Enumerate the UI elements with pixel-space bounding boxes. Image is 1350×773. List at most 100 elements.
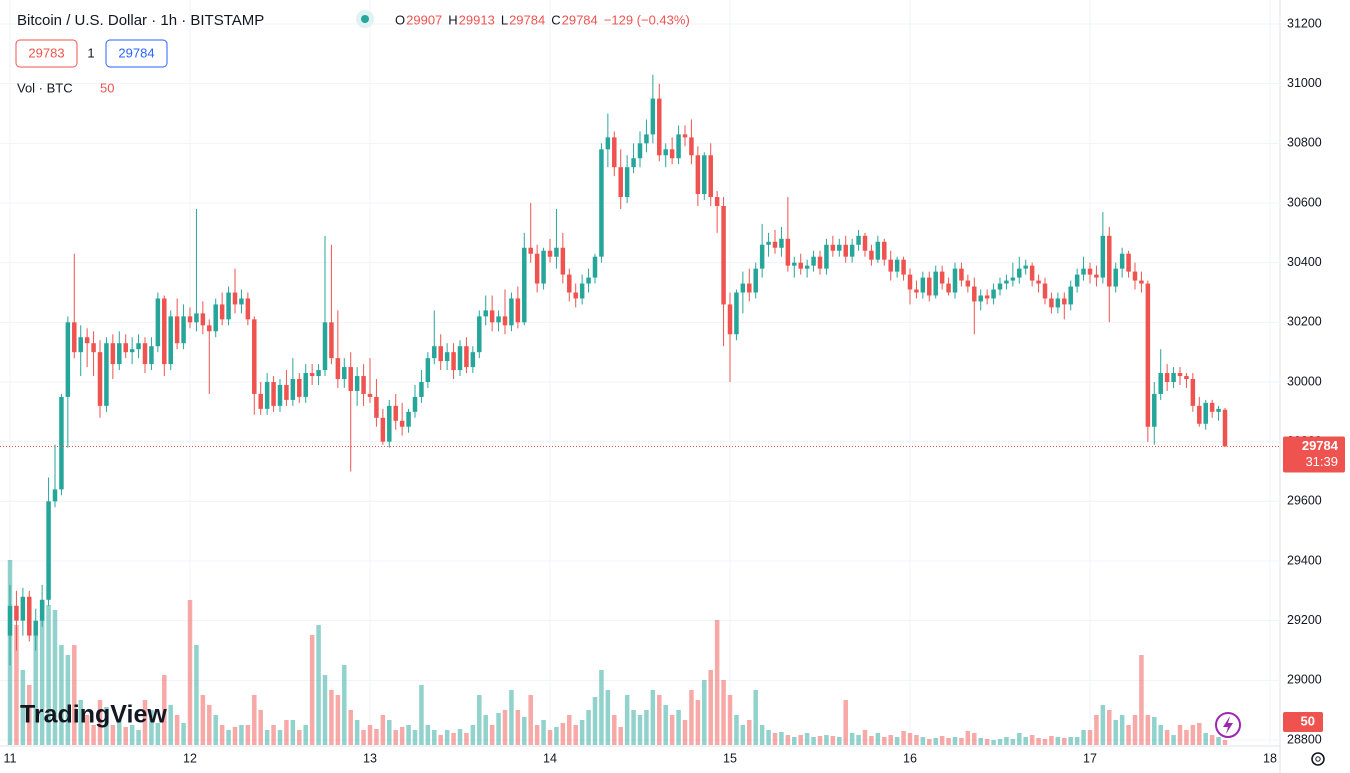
volume-bar (849, 733, 855, 745)
volume-bar (290, 720, 296, 745)
ohlc-letter: L (501, 12, 508, 27)
candle-body (438, 346, 443, 362)
candle-body (682, 134, 688, 138)
volume-bar (657, 695, 662, 745)
candle-body (309, 373, 315, 377)
volume-bar (1164, 730, 1170, 745)
volume-bar (27, 685, 32, 745)
candle-body (1177, 373, 1183, 377)
volume-bar (1042, 739, 1048, 745)
logo: TradingView (20, 701, 167, 729)
volume-bar (1004, 737, 1009, 745)
settings-icon[interactable] (1311, 752, 1325, 766)
volume-bar (46, 605, 51, 745)
candle-body (817, 256, 823, 269)
candle-body (599, 149, 604, 257)
volume-bar (1087, 730, 1093, 745)
volume-bar (862, 730, 868, 745)
volume-bar (1107, 710, 1112, 745)
candle-body (702, 155, 707, 195)
ohlc-letter: O (395, 12, 405, 27)
volume-bar (464, 733, 469, 745)
candle-body (830, 244, 836, 251)
candle-body (663, 149, 668, 156)
volume-bar (959, 738, 964, 745)
volume-bar (438, 735, 443, 745)
volume-bar (894, 737, 900, 745)
volume-bar (451, 733, 456, 745)
candle-body (1113, 268, 1118, 287)
chart-title: Bitcoin / U.S. Dollar · 1h · BITSTAMP (17, 12, 264, 29)
candle-body (759, 244, 765, 269)
candle-body (766, 241, 771, 245)
candle-body (650, 98, 656, 135)
ask-box[interactable] (105, 39, 168, 68)
volume-bar (541, 720, 546, 745)
candle-body (920, 277, 926, 293)
volume-bar (39, 600, 45, 745)
ohlc-letter: H (448, 12, 457, 27)
y-tick-label: 30800 (1287, 136, 1322, 150)
volume-bar (1177, 725, 1183, 745)
candle-body (901, 259, 906, 275)
volume-label: Vol · BTC (17, 80, 73, 95)
volume-bar (239, 725, 244, 745)
candle-body (837, 244, 842, 251)
volume-bar (277, 730, 283, 745)
volume-bar (149, 710, 154, 745)
volume-bar (406, 725, 411, 745)
volume-bar (470, 725, 476, 745)
candle-body (1139, 280, 1144, 284)
volume-bar (1081, 730, 1086, 745)
volume-bar (419, 685, 424, 745)
volume-bar (779, 732, 784, 745)
candle-body (271, 382, 276, 406)
candle-body (1094, 274, 1099, 278)
volume-bar (1203, 733, 1208, 745)
volume-bar (245, 725, 251, 745)
volume-bar (342, 665, 347, 745)
volume-bar (714, 620, 720, 745)
volume-bar (644, 710, 649, 745)
candle-body (393, 405, 398, 421)
candle-body (1074, 274, 1080, 287)
y-tick-label: 30400 (1287, 255, 1322, 269)
volume-bar (271, 725, 276, 745)
candle-body (181, 316, 186, 344)
candle-body (258, 393, 263, 409)
volume-bar (489, 725, 495, 745)
candle-body (149, 346, 154, 365)
volume-bar (1190, 725, 1196, 745)
candle-body (1190, 379, 1196, 406)
price-tag-value: 29784 (1302, 438, 1339, 453)
y-tick-label: 29600 (1287, 494, 1322, 508)
candle-body (457, 346, 463, 371)
volume-bar (200, 695, 206, 745)
volume-bar (187, 600, 193, 745)
bid-box[interactable] (15, 39, 78, 68)
candle-body (252, 319, 257, 394)
volume-bar (612, 715, 617, 745)
x-tick-label: 16 (903, 751, 917, 765)
candle-body (1023, 265, 1028, 269)
candle-body (1010, 277, 1016, 281)
candle-body (952, 268, 958, 293)
volume-bar (759, 725, 765, 745)
y-tick-label: 31000 (1287, 76, 1322, 90)
candle-body (573, 292, 578, 299)
volume-bar (798, 735, 803, 745)
volume-bar (747, 720, 752, 745)
candle-body (888, 259, 893, 272)
candle-body (419, 382, 424, 397)
candle-body (213, 304, 218, 332)
candle-body (978, 295, 983, 302)
volume-bar (335, 695, 341, 745)
volume-bar (367, 725, 373, 745)
candle-body (84, 337, 90, 344)
volume-bar (194, 645, 199, 745)
candle-body (226, 292, 231, 320)
volume-bar (1023, 737, 1028, 745)
x-tick-label: 13 (363, 751, 377, 765)
volume-bar (952, 737, 958, 745)
